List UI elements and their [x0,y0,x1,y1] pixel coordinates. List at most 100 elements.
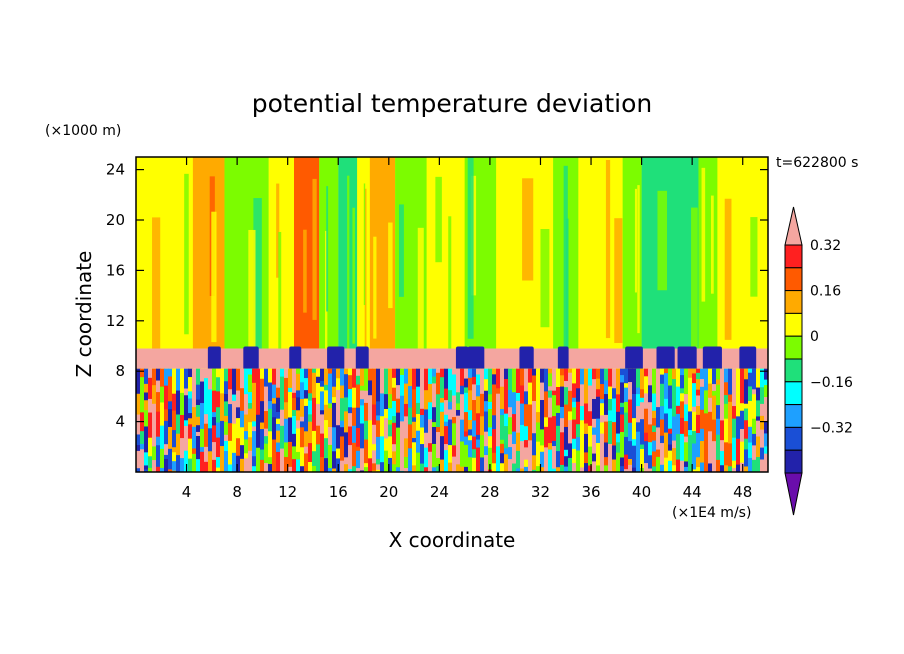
boundary-cell [428,368,433,385]
boundary-cell [592,453,597,462]
boundary-cell [348,469,353,472]
boundary-cell [216,437,221,458]
x-axis: 4 8 12 16 20 24 28 32 36 40 44 48 [182,157,752,501]
boundary-cell [480,435,485,459]
boundary-cell [168,426,173,450]
boundary-cell [444,368,449,390]
boundary-cell [676,368,681,383]
boundary-cell [436,394,441,420]
boundary-cell [272,439,277,465]
boundary-cell [268,408,273,432]
boundary-cell [636,454,641,472]
boundary-cell [392,422,397,439]
boundary-cell [644,408,649,434]
boundary-cell [296,390,301,398]
boundary-cell [412,368,417,390]
boundary-cell [532,469,537,472]
boundary-cell [404,416,409,434]
boundary-cell [424,432,429,449]
boundary-cell [608,460,613,472]
colorbar-swatch [784,312,803,337]
boundary-cell [140,368,145,378]
boundary-cell [148,437,153,457]
boundary-cell [364,467,369,472]
boundary-cell [248,368,253,376]
upper-streak [417,227,424,409]
boundary-cell [276,442,281,453]
boundary-cell [692,469,697,472]
boundary-cell [528,404,533,429]
boundary-cell [328,399,333,404]
boundary-cell [352,466,357,472]
boundary-cell [440,402,445,413]
boundary-cell [668,368,673,387]
boundary-cell [488,447,493,471]
boundary-cell [464,412,469,433]
boundary-cell [764,407,768,422]
boundary-cell [572,397,577,403]
boundary-cell [292,446,297,460]
boundary-cell [248,450,253,472]
boundary-cell [692,383,697,408]
boundary-cell [264,463,269,472]
boundary-cell [348,407,353,414]
colorbar: 0.32 0.16 0 −0.16 −0.32 [784,206,853,516]
boundary-cell [732,460,737,469]
inversion-intrusion-4 [355,346,369,371]
boundary-cell [288,368,293,389]
boundary-cell [648,385,653,403]
boundary-cell [468,420,473,431]
boundary-cell [680,445,685,462]
boundary-cell [552,368,557,392]
boundary-cell [368,395,373,421]
boundary-cell [732,392,737,398]
boundary-cell [432,426,437,445]
boundary-cell [564,456,569,468]
boundary-cell [388,394,393,409]
boundary-cell [468,429,473,437]
boundary-cell [232,394,237,402]
boundary-cell [704,390,709,414]
boundary-cell [664,450,669,459]
boundary-cell [548,390,553,399]
boundary-cell [172,447,177,453]
boundary-cell [360,399,365,406]
boundary-cell [328,403,333,409]
boundary-cell [412,465,417,472]
boundary-cell [692,430,697,445]
boundary-cell [144,400,149,411]
upper-streak [701,167,706,302]
boundary-cell [524,447,529,461]
inversion-intrusion-11 [677,346,697,371]
boundary-cell [604,380,609,395]
boundary-cell [376,464,381,471]
boundary-cell [344,464,349,472]
boundary-cell [668,433,673,446]
boundary-cell [248,422,253,438]
upper-band-3 [268,157,294,349]
upper-streak [691,207,698,385]
upper-streak [276,183,280,278]
boundary-cell [484,379,489,392]
x-tick-label: 12 [278,483,297,501]
boundary-cell [220,368,225,394]
boundary-cell [728,466,733,472]
colorbar-swatch [784,244,803,269]
boundary-cell [616,411,621,435]
boundary-cell [444,421,449,427]
boundary-cell [752,394,757,402]
boundary-cell [144,465,149,471]
boundary-cell [296,451,301,461]
boundary-cell [496,427,501,447]
boundary-cell [224,450,229,459]
boundary-cell [372,404,377,426]
boundary-cell [320,410,325,415]
boundary-cell [408,368,413,387]
boundary-cell [672,448,677,466]
boundary-cell [708,411,713,432]
boundary-cell [660,419,665,437]
boundary-cell [160,467,165,472]
boundary-cell [464,387,469,394]
boundary-cell [692,443,697,471]
boundary-cell [460,441,465,468]
